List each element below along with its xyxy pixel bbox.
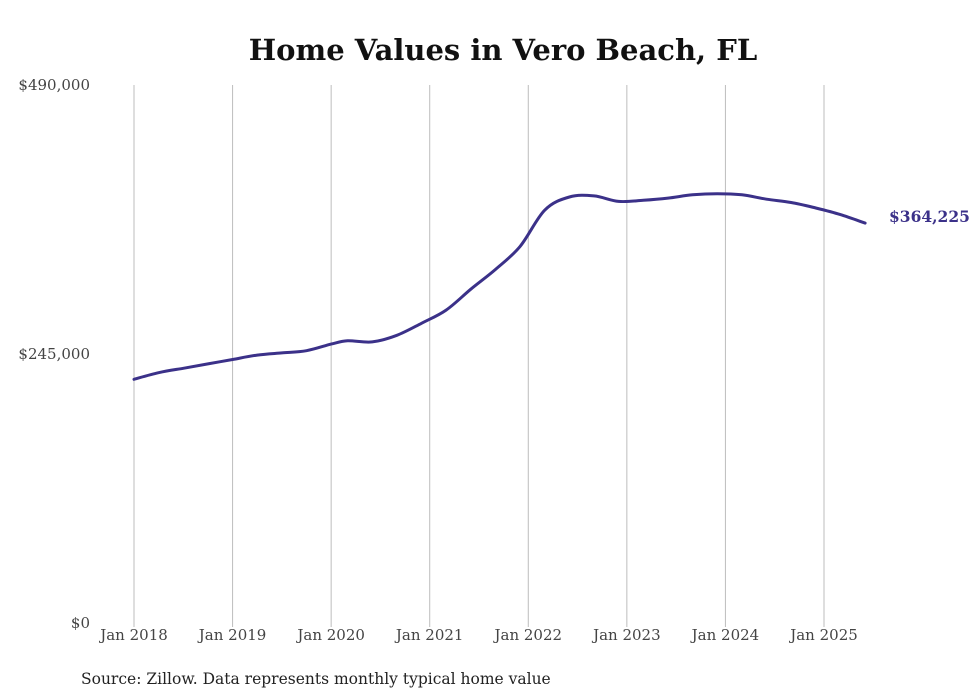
- x-tick-label-2023: Jan 2023: [591, 626, 661, 644]
- x-tick-label-2021: Jan 2021: [394, 626, 464, 644]
- source-note: Source: Zillow. Data represents monthly …: [81, 670, 551, 688]
- x-tick-label-2024: Jan 2024: [690, 626, 760, 644]
- end-value-label: $364,225: [889, 207, 970, 226]
- x-tick-label-2025: Jan 2025: [788, 626, 858, 644]
- x-tick-label-2022: Jan 2022: [493, 626, 563, 644]
- y-tick-label-0: $0: [71, 614, 90, 632]
- x-tick-label-2020: Jan 2020: [295, 626, 365, 644]
- gridlines: [133, 85, 825, 627]
- y-axis-ticks: $490,000 $245,000 $0: [18, 76, 90, 632]
- x-axis-ticks: Jan 2018 Jan 2019 Jan 2020 Jan 2021 Jan 2022…: [98, 626, 858, 644]
- series-line: [132, 192, 867, 381]
- y-tick-label-490000: $490,000: [18, 76, 90, 94]
- x-tick-label-2019: Jan 2019: [197, 626, 267, 644]
- x-tick-label-2018: Jan 2018: [98, 626, 168, 644]
- chart-title: Home Values in Vero Beach, FL: [249, 33, 757, 67]
- y-tick-label-245000: $245,000: [18, 345, 90, 363]
- series-layer: [132, 192, 867, 381]
